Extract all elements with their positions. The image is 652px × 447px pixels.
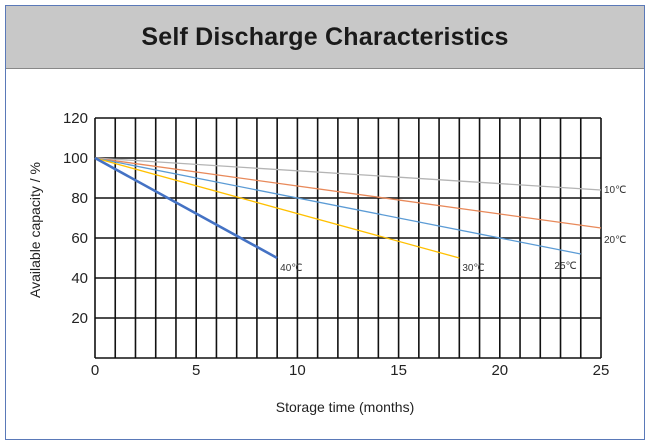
series-label: 10℃ [604, 185, 626, 196]
x-tick-label: 5 [192, 362, 200, 379]
x-tick-label: 15 [390, 362, 407, 379]
y-tick-label: 40 [71, 270, 88, 287]
series-line [94, 157, 602, 229]
chart-series [94, 156, 602, 260]
x-tick-label: 25 [593, 362, 610, 379]
x-tick-label: 10 [289, 362, 306, 379]
y-tick-label: 120 [63, 110, 88, 127]
series-label: 20℃ [604, 235, 626, 246]
chart-grid [94, 117, 602, 359]
series-line [94, 157, 460, 259]
series-line [94, 157, 602, 191]
series-line [94, 157, 581, 255]
title-bar: Self Discharge Characteristics [6, 6, 644, 69]
y-tick-label: 60 [71, 230, 88, 247]
series-label: 40℃ [280, 263, 302, 274]
series-labels: 10℃ 20℃ 25℃ 30℃ 40℃ [280, 185, 626, 274]
series-label: 30℃ [462, 263, 484, 274]
chart-title: Self Discharge Characteristics [141, 22, 509, 51]
x-axis-label: Storage time (months) [276, 399, 415, 415]
x-tick-label: 0 [91, 362, 99, 379]
y-tick-label: 80 [71, 190, 88, 207]
x-tick-label: 20 [491, 362, 508, 379]
chart-frame: Self Discharge Characteristics [5, 5, 645, 440]
series-line [94, 156, 278, 260]
y-axis-label: Available capacity / % [27, 162, 43, 298]
chart-ticks: 0 5 10 15 20 25 20 40 60 80 100 120 [63, 110, 609, 379]
y-tick-label: 20 [71, 310, 88, 327]
series-label: 25℃ [554, 261, 576, 272]
y-tick-label: 100 [63, 150, 88, 167]
